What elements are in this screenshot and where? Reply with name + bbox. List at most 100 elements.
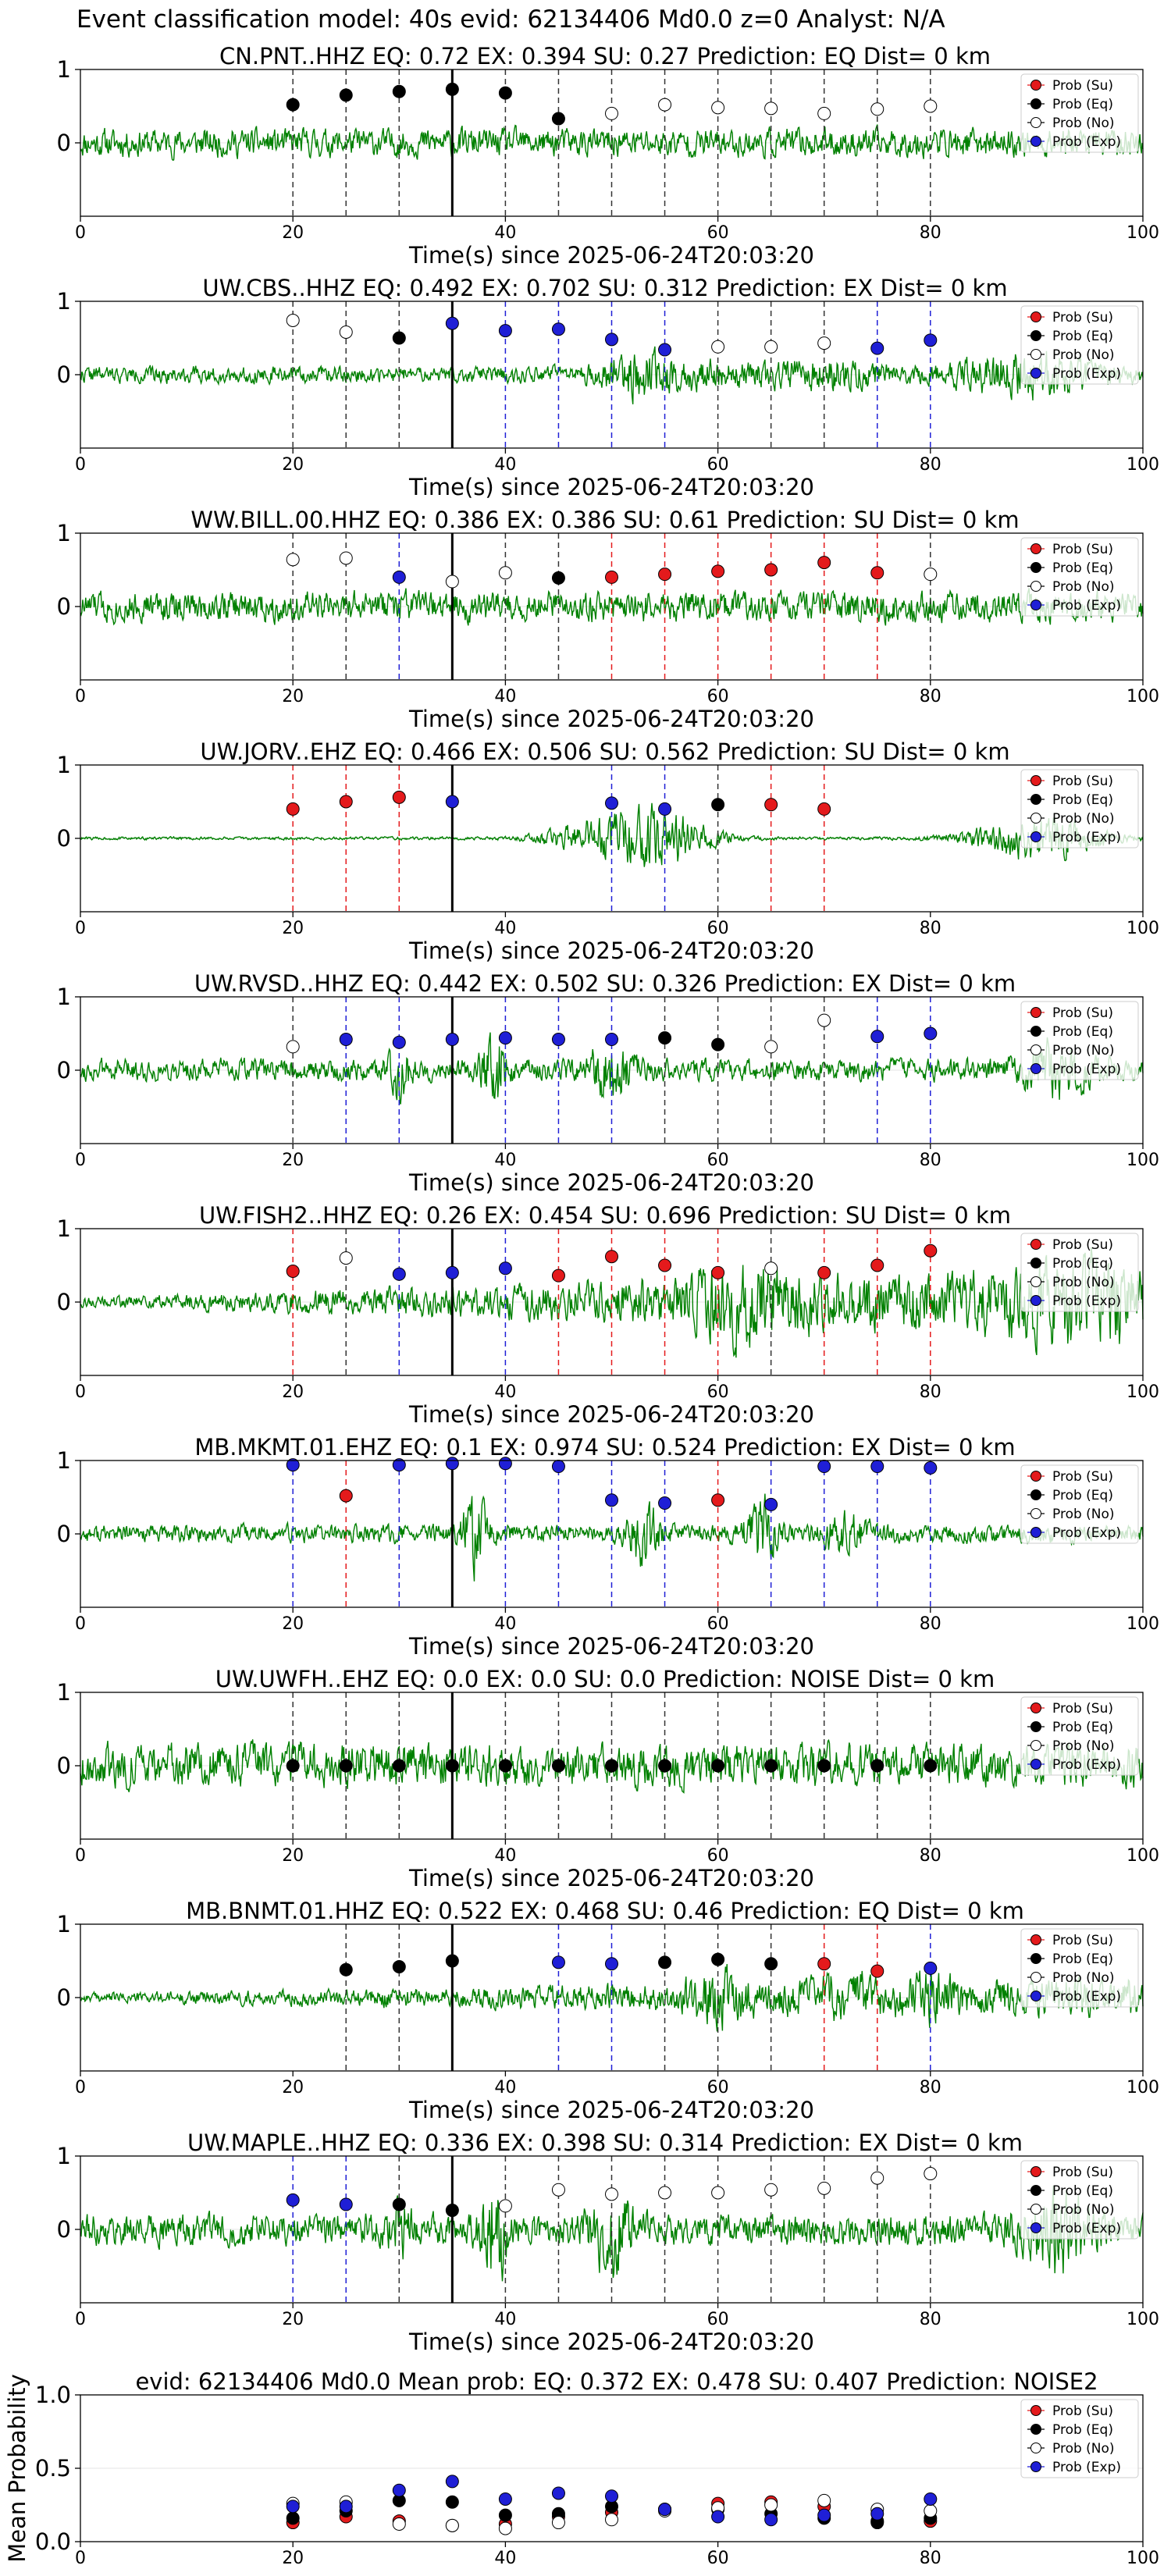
prob-point-eq — [711, 1759, 725, 1773]
legend-label-exp: Prob (Exp) — [1052, 1757, 1121, 1773]
prob-point-su — [286, 1265, 300, 1279]
prob-point-su — [605, 570, 618, 584]
waveform-trace-8 — [80, 1964, 1144, 2032]
y-tick-label: 1 — [57, 1215, 71, 1242]
prob-point-exp — [870, 1460, 884, 1474]
legend-label-eq: Prob (Eq) — [1052, 560, 1113, 576]
legend-label-no: Prob (No) — [1052, 1738, 1115, 1754]
legend-label-su: Prob (Su) — [1052, 1933, 1113, 1948]
prob-point-no — [764, 340, 778, 354]
legend-marker-eq — [1030, 1258, 1041, 1268]
x-axis-label: Time(s) since 2025-06-24T20:03:20 — [408, 242, 814, 269]
panel-title: UW.FISH2..HHZ EQ: 0.26 EX: 0.454 SU: 0.6… — [198, 1202, 1012, 1229]
prob-point-su — [339, 795, 353, 809]
prob-point-eq — [870, 1759, 884, 1773]
legend-marker-no — [1030, 349, 1041, 360]
prob-point-no — [924, 99, 938, 113]
x-tick-label: 60 — [707, 1846, 729, 1866]
x-tick-label: 20 — [282, 1614, 304, 1634]
legend-label-eq: Prob (Eq) — [1052, 2183, 1113, 2199]
prob-point-exp — [551, 322, 565, 336]
legend-marker-su — [1030, 1703, 1041, 1713]
prob-point-eq — [392, 2197, 406, 2211]
legend-box-5 — [1020, 1233, 1139, 1312]
x-tick-label: 40 — [494, 687, 516, 706]
legend-label-no: Prob (No) — [1052, 1970, 1115, 1986]
legend-label-su: Prob (Su) — [1052, 78, 1113, 94]
prob-point-no — [711, 2186, 725, 2200]
prob-point-exp — [498, 1457, 512, 1471]
legend-marker-eq — [1030, 98, 1041, 109]
y-tick-label: 0 — [57, 361, 71, 388]
legend-marker-exp — [1030, 1759, 1041, 1770]
x-tick-label: 20 — [282, 455, 304, 475]
legend-marker-exp — [1030, 136, 1041, 147]
x-tick-label: 80 — [920, 2549, 941, 2568]
mean-point-no — [498, 2521, 512, 2535]
x-tick-label: 60 — [707, 455, 729, 475]
prob-point-su — [870, 566, 884, 580]
y-tick-label: 0 — [57, 2216, 71, 2243]
mean-point-exp — [445, 2475, 459, 2489]
prob-point-exp — [605, 1957, 618, 1971]
prob-point-exp — [392, 1267, 406, 1281]
prob-point-exp — [445, 316, 459, 330]
x-tick-label: 60 — [707, 2078, 729, 2097]
prob-point-eq — [445, 82, 459, 96]
prob-point-exp — [392, 1458, 406, 1472]
prob-point-no — [870, 2171, 884, 2185]
x-axis-label: Time(s) since 2025-06-24T20:03:20 — [408, 1633, 814, 1660]
legend-label-su: Prob (Su) — [1052, 542, 1113, 557]
prob-point-su — [605, 1250, 618, 1264]
x-tick-label: 20 — [282, 2549, 304, 2568]
legend-label-eq: Prob (Eq) — [1052, 329, 1113, 344]
x-tick-label: 80 — [920, 1382, 941, 1402]
mean-point-exp — [551, 2486, 565, 2500]
panel-title: evid: 62134406 Md0.0 Mean prob: EQ: 0.37… — [135, 2368, 1098, 2395]
legend-marker-exp — [1030, 2461, 1041, 2472]
mean-point-exp — [711, 2510, 725, 2524]
prob-point-eq — [339, 1759, 353, 1773]
prob-point-exp — [870, 341, 884, 355]
legend-marker-no — [1030, 117, 1041, 128]
legend-label-no: Prob (No) — [1052, 116, 1115, 131]
y-tick-label: 1 — [57, 1911, 71, 1937]
x-tick-label: 80 — [920, 1151, 941, 1170]
mean-point-no — [392, 2517, 406, 2531]
legend-label-no: Prob (No) — [1052, 347, 1115, 363]
prob-point-su — [658, 568, 672, 582]
x-tick-label: 20 — [282, 2078, 304, 2097]
prob-point-eq — [445, 1954, 459, 1968]
prob-point-eq — [445, 1759, 459, 1773]
legend-label-no: Prob (No) — [1052, 1507, 1115, 1522]
prob-point-exp — [658, 343, 672, 357]
panel-title: UW.JORV..EHZ EQ: 0.466 EX: 0.506 SU: 0.5… — [200, 738, 1010, 765]
prob-point-eq — [286, 1759, 300, 1773]
legend-box-2 — [1020, 537, 1139, 617]
mean-point-no — [605, 2513, 618, 2527]
prob-point-exp — [658, 1496, 672, 1510]
legend-box-1 — [1020, 305, 1139, 385]
x-axis-label: Time(s) since 2025-06-24T20:03:20 — [408, 938, 814, 964]
prob-point-no — [817, 2181, 831, 2195]
prob-point-eq — [764, 1957, 778, 1971]
x-tick-label: 20 — [282, 2310, 304, 2329]
legend-marker-exp — [1030, 1991, 1041, 2001]
legend-label-exp: Prob (Exp) — [1052, 598, 1121, 614]
prob-point-no — [764, 1040, 778, 1054]
panel-title: UW.UWFH..EHZ EQ: 0.0 EX: 0.0 SU: 0.0 Pre… — [215, 1666, 995, 1692]
legend-marker-no — [1030, 2204, 1041, 2215]
prob-point-no — [498, 566, 512, 580]
prob-point-exp — [445, 1265, 459, 1279]
y-tick-label: 1 — [57, 1447, 71, 1474]
x-tick-label: 80 — [920, 1846, 941, 1866]
prob-point-no — [658, 2186, 672, 2200]
legend-label-exp: Prob (Exp) — [1052, 1989, 1121, 2005]
y-tick-label: 1 — [57, 752, 71, 778]
x-tick-label: 0 — [75, 2310, 86, 2329]
prob-point-exp — [445, 1457, 459, 1471]
prob-point-su — [817, 802, 831, 816]
legend-marker-no — [1030, 2443, 1041, 2453]
prob-point-exp — [924, 1461, 938, 1475]
legend-box-0 — [1020, 73, 1139, 153]
